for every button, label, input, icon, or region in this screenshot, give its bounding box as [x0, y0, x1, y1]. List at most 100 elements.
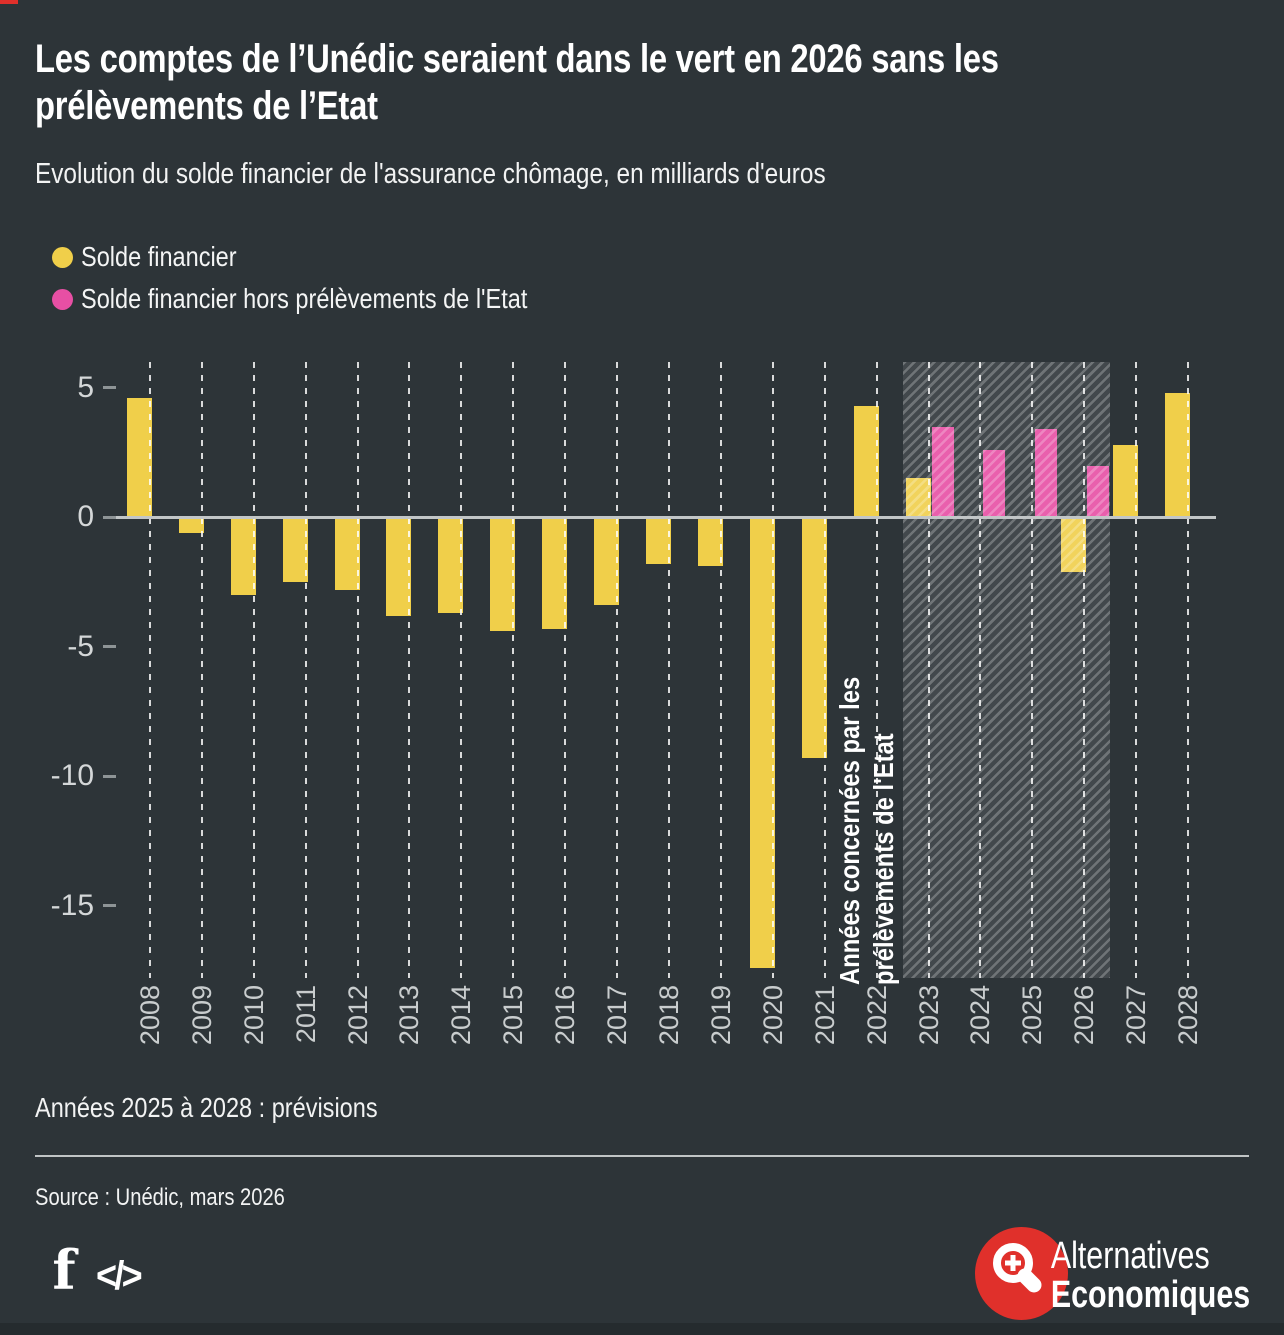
gridline-2022: [875, 362, 878, 978]
legend-item-solde-hors: Solde financier hors prélèvements de l'E…: [52, 282, 612, 316]
bar-2020-solde: [749, 517, 775, 968]
gridline-2010: [252, 362, 255, 978]
x-tick-label-2026: 2026: [1069, 985, 1100, 1046]
page-title: Les comptes de l’Unédic seraient dans le…: [35, 37, 999, 128]
x-tick-label-2020: 2020: [757, 985, 788, 1046]
highlight-region-annotation: Années concernées par les prélèvements d…: [833, 645, 901, 985]
gridline-2027: [1135, 362, 1138, 978]
gridline-2009: [200, 362, 203, 978]
gridline-2014: [460, 362, 463, 978]
legend: Solde financier Solde financier hors pré…: [52, 240, 612, 324]
code-embed-icon[interactable]: </>: [96, 1254, 143, 1298]
bar-2027-solde: [1113, 444, 1139, 518]
bar-2022-solde: [853, 406, 879, 518]
source-text: Source : Unédic, mars 2026: [35, 1184, 285, 1211]
x-tick-label-2011: 2011: [290, 985, 321, 1044]
bar-2016-solde: [542, 517, 568, 629]
gridline-2020: [771, 362, 774, 978]
facebook-icon[interactable]: f: [52, 1238, 76, 1302]
y-tick-label-0: 0: [77, 500, 94, 534]
gridline-2026: [1083, 362, 1086, 978]
gridline-2013: [408, 362, 411, 978]
gridline-2018: [668, 362, 670, 978]
y-tick-dash--5: [103, 645, 116, 649]
legend-label-solde: Solde financier: [81, 241, 237, 272]
chart-subtitle: Evolution du solde financier de l'assura…: [35, 158, 826, 190]
forecast-note: Années 2025 à 2028 : prévisions: [35, 1092, 378, 1123]
x-tick-label-2012: 2012: [342, 985, 373, 1046]
x-tick-label-2014: 2014: [446, 985, 477, 1046]
bottom-strip: [0, 1323, 1284, 1335]
x-tick-label-2019: 2019: [705, 985, 736, 1046]
bar-2013-solde: [386, 517, 412, 616]
y-tick-dash--10: [103, 774, 116, 778]
y-tick-label--10: -10: [50, 759, 94, 793]
gridline-2019: [719, 362, 722, 978]
bar-2011-solde: [282, 517, 308, 582]
bar-2023-solde: [905, 478, 931, 518]
bar-2010-solde: [230, 517, 256, 595]
footer-divider: [35, 1155, 1249, 1157]
x-tick-label-2024: 2024: [965, 985, 996, 1046]
zero-axis-line: [106, 515, 1216, 519]
x-tick-label-2021: 2021: [809, 985, 840, 1046]
gridline-2015: [512, 362, 515, 978]
x-tick-label-2009: 2009: [186, 985, 217, 1046]
bar-2024-solde-hors: [983, 450, 1006, 518]
x-tick-label-2027: 2027: [1121, 985, 1152, 1046]
gridline-2024: [979, 362, 982, 978]
solde-hors-prelevements-dot: [52, 288, 73, 310]
x-tick-label-2018: 2018: [654, 985, 684, 1046]
y-tick-dash--15: [103, 904, 116, 908]
gridline-2028: [1187, 362, 1190, 978]
bar-2015-solde: [490, 517, 516, 632]
gridline-2021: [823, 362, 826, 978]
gridline-2017: [616, 362, 619, 978]
bar-2017-solde: [594, 517, 620, 606]
gridline-2023: [927, 362, 930, 978]
magnifier-logo-icon: [975, 1227, 1068, 1320]
x-tick-label-2028: 2028: [1173, 985, 1204, 1046]
gridline-2008: [148, 362, 151, 978]
x-tick-label-2022: 2022: [861, 985, 892, 1046]
y-tick-dash-0: [103, 515, 116, 519]
x-tick-label-2010: 2010: [238, 985, 269, 1046]
bar-2014-solde: [438, 517, 464, 614]
gridline-2016: [564, 362, 567, 978]
bar-2026-solde: [1061, 517, 1087, 572]
y-tick-label--15: -15: [50, 888, 94, 922]
brand-economiques: Economiques: [1050, 1274, 1250, 1316]
gridline-2011: [304, 362, 307, 978]
highlight-region-hatch: [902, 362, 1111, 978]
annotation-line-1: Années concernées par les: [834, 676, 865, 985]
x-tick-label-2017: 2017: [602, 985, 633, 1046]
brand-alternatives: Alternatives: [1050, 1235, 1210, 1277]
y-tick-dash-5: [103, 386, 116, 390]
legend-item-solde: Solde financier: [52, 240, 612, 274]
bar-2025-solde-hors: [1035, 429, 1058, 518]
solde-financier-dot: [52, 246, 73, 268]
legend-label-solde-hors: Solde financier hors prélèvements de l'E…: [81, 283, 528, 314]
gridline-2025: [1031, 362, 1034, 978]
top-left-red-sliver: [0, 0, 18, 4]
bar-2008-solde: [126, 398, 152, 518]
x-tick-label-2013: 2013: [394, 985, 425, 1046]
x-tick-label-2023: 2023: [913, 985, 944, 1046]
bar-2009-solde: [178, 517, 204, 533]
bar-2028-solde: [1165, 393, 1191, 518]
bar-2023-solde-hors: [931, 426, 954, 518]
x-tick-label-2025: 2025: [1017, 985, 1048, 1046]
bar-2019-solde: [697, 517, 723, 567]
y-tick-label-5: 5: [77, 370, 94, 404]
brand-logo-text: Alternatives Economiques: [1051, 1237, 1250, 1315]
bar-2012-solde: [334, 517, 360, 590]
bar-2026-solde-hors: [1087, 465, 1110, 518]
y-tick-label--5: -5: [67, 629, 94, 663]
bar-2018-solde: [646, 517, 671, 564]
gridline-2012: [356, 362, 359, 978]
bar-2021-solde: [801, 517, 827, 758]
x-tick-label-2008: 2008: [134, 985, 165, 1046]
x-tick-label-2016: 2016: [550, 985, 581, 1046]
annotation-line-2: prélèvements de l'Etat: [868, 733, 899, 985]
